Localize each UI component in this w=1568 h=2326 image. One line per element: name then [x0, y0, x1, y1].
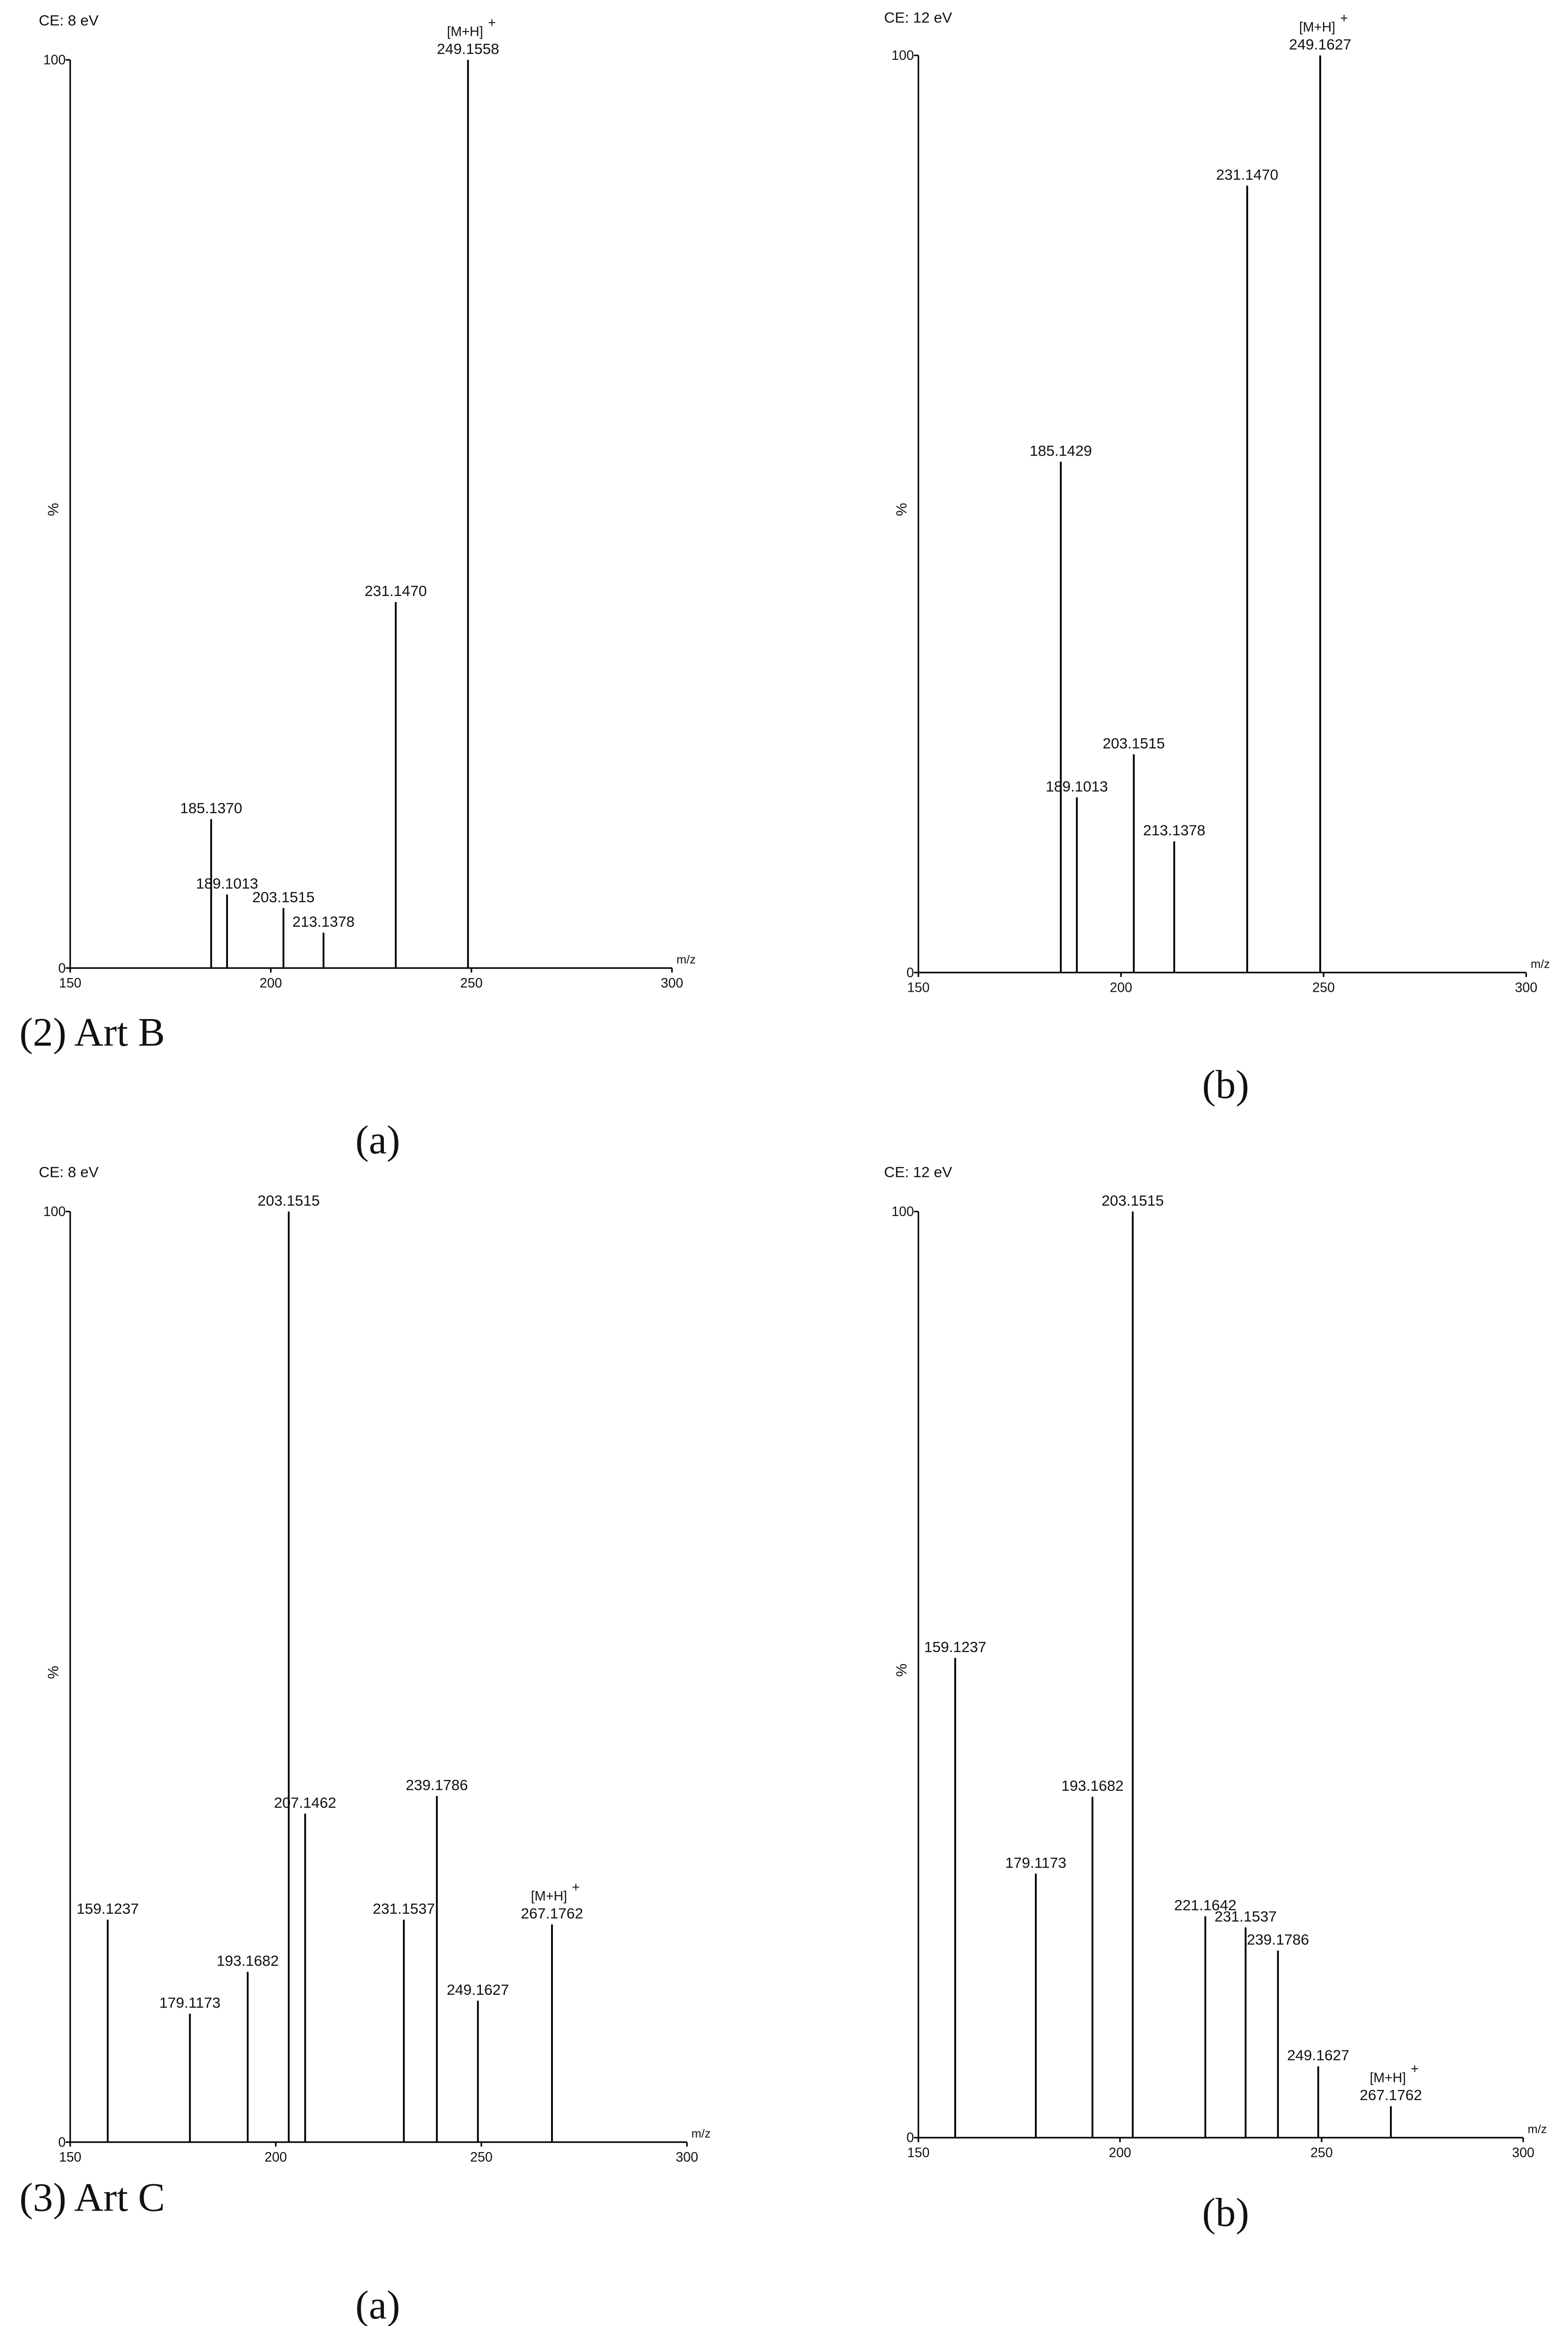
peak-label: 189.1013: [1046, 778, 1108, 795]
ion-label-superscript: +: [1340, 11, 1348, 26]
peak-label: 179.1173: [159, 1994, 220, 2011]
x-axis-label: m/z: [1531, 958, 1550, 971]
x-tick-label: 150: [59, 976, 81, 991]
caption: (a): [356, 1118, 400, 1162]
y-axis-label: %: [45, 503, 62, 516]
x-tick-label: 250: [460, 976, 483, 991]
peak-label: 239.1786: [406, 1776, 468, 1793]
ion-label: [M+H]: [1299, 20, 1335, 35]
peak-label: 213.1378: [1143, 822, 1205, 839]
peak-label: 159.1237: [924, 1638, 986, 1655]
peak-label: 185.1370: [180, 800, 242, 816]
x-tick-label: 300: [1515, 980, 1537, 995]
peak-label: 239.1786: [1247, 1931, 1309, 1948]
peak-label: 231.1537: [1214, 1908, 1276, 1925]
chart-title: CE: 8 eV: [39, 1164, 98, 1181]
y-tick-label: 100: [892, 48, 914, 63]
ion-label: [M+H]: [1370, 2071, 1406, 2086]
y-tick-label: 100: [43, 53, 66, 68]
peak-label: 231.1470: [365, 582, 427, 599]
x-tick-label: 250: [1310, 2145, 1333, 2160]
x-tick-label: 200: [1110, 980, 1132, 995]
x-axis-label: m/z: [691, 2127, 711, 2140]
peak-label: 213.1378: [292, 913, 355, 930]
x-tick-label: 200: [1109, 2145, 1131, 2160]
ion-label-superscript: +: [572, 1880, 580, 1895]
peak-label: 203.1515: [258, 1192, 320, 1209]
x-tick-label: 300: [1512, 2145, 1535, 2160]
peak-label: 267.1762: [521, 1905, 583, 1922]
x-tick-label: 200: [260, 976, 282, 991]
peak-label: 193.1682: [1061, 1777, 1123, 1794]
peak-label: 231.1470: [1216, 166, 1278, 183]
y-tick-label: 100: [43, 1204, 66, 1219]
peak-label: 221.1642: [1174, 1897, 1236, 1914]
chart-title: CE: 8 eV: [39, 12, 98, 29]
peak-label: 189.1013: [196, 875, 258, 892]
y-tick-label: 100: [892, 1204, 914, 1219]
peak-label: 249.1627: [447, 1981, 509, 1998]
y-axis-label: %: [893, 503, 910, 516]
chart-title: CE: 12 eV: [884, 9, 952, 26]
ion-label-superscript: +: [488, 15, 496, 30]
peak-label: 249.1627: [1289, 36, 1351, 53]
peak-label: 267.1762: [1360, 2087, 1422, 2104]
x-tick-label: 200: [265, 2150, 287, 2165]
x-tick-label: 150: [907, 980, 930, 995]
ion-label-superscript: +: [1411, 2062, 1419, 2077]
peak-label: 159.1237: [77, 1900, 139, 1917]
chart-title: CE: 12 eV: [884, 1164, 952, 1181]
x-tick-label: 250: [470, 2150, 493, 2165]
caption: (b): [1202, 2190, 1249, 2235]
peak-label: 203.1515: [1103, 735, 1165, 751]
x-axis-label: m/z: [676, 953, 696, 966]
peak-label: 193.1682: [217, 1952, 279, 1969]
x-tick-label: 300: [661, 976, 683, 991]
x-tick-label: 150: [907, 2145, 930, 2160]
x-tick-label: 150: [59, 2150, 81, 2165]
peak-label: 203.1515: [252, 889, 315, 906]
ion-label: [M+H]: [447, 24, 483, 39]
peak-label: 231.1537: [373, 1900, 435, 1917]
peak-label: 207.1462: [274, 1794, 336, 1811]
caption: (b): [1202, 1062, 1249, 1107]
peak-label: 249.1558: [437, 40, 499, 57]
y-tick-label: 0: [58, 2135, 66, 2150]
caption: (2) Art B: [19, 1010, 165, 1055]
peak-label: 249.1627: [1287, 2047, 1349, 2064]
x-axis-label: m/z: [1527, 2123, 1547, 2136]
y-tick-label: 0: [906, 2130, 914, 2146]
y-tick-label: 0: [906, 965, 914, 980]
caption: (a): [356, 2283, 400, 2326]
peak-label: 185.1429: [1030, 442, 1092, 459]
caption: (3) Art C: [19, 2175, 165, 2220]
y-tick-label: 0: [58, 961, 66, 976]
y-axis-label: %: [45, 1666, 62, 1679]
x-tick-label: 300: [676, 2150, 699, 2165]
x-tick-label: 250: [1312, 980, 1335, 995]
peak-label: 179.1173: [1005, 1854, 1066, 1871]
y-axis-label: %: [893, 1664, 910, 1677]
peak-label: 203.1515: [1102, 1192, 1164, 1209]
ion-label: [M+H]: [531, 1889, 567, 1904]
